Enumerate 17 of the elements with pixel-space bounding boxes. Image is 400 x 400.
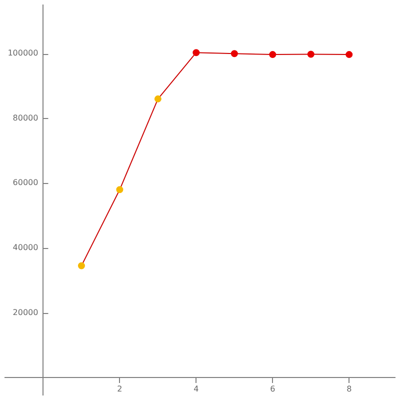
y-tick-label: 60000 xyxy=(12,178,38,188)
x-tick-label: 4 xyxy=(194,384,199,394)
y-tick-label: 20000 xyxy=(12,308,38,317)
point xyxy=(346,51,353,58)
point xyxy=(269,51,276,58)
point xyxy=(116,186,124,194)
point xyxy=(192,49,200,56)
point xyxy=(230,50,238,58)
y-tick-label: 100000 xyxy=(8,48,38,58)
point xyxy=(307,50,314,58)
x-tick-label: 6 xyxy=(270,384,276,394)
y-tick-label: 40000 xyxy=(12,243,38,252)
y-tick-label: 80000 xyxy=(12,113,38,122)
point xyxy=(154,95,162,102)
x-tick-label: 8 xyxy=(346,384,352,394)
x-tick-label: 2 xyxy=(117,384,122,394)
point xyxy=(78,262,85,270)
